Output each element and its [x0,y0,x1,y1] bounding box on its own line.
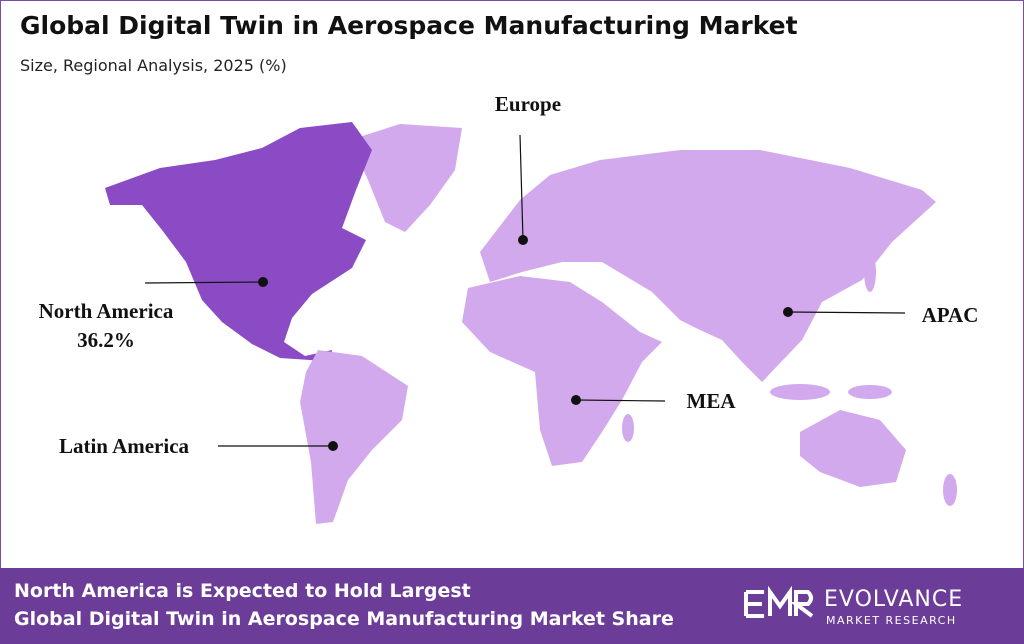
north-america-dot [258,277,268,287]
logo-brand: EVOLVANCE [824,587,963,612]
new-guinea [848,385,892,399]
madagascar [622,414,634,442]
north-america-leader [144,281,264,284]
apac-dot [783,307,793,317]
eurasia [480,150,936,382]
footer-line: Global Digital Twin in Aerospace Manufac… [14,608,674,630]
europe-dot [518,235,528,245]
subtitle: Size, Regional Analysis, 2025 (%) [20,56,287,75]
region-label: MEA [687,389,737,413]
footer-banner [0,568,1024,644]
region-label: APAC [922,303,979,327]
logo-r [790,590,814,618]
indonesia [770,384,830,400]
new-zealand [943,474,957,506]
footer-line: North America is Expected to Hold Larges… [14,580,471,602]
callouts [144,134,906,447]
logo-icon [744,585,814,618]
africa [462,276,662,466]
region-label: Europe [495,92,561,116]
europe-leader [519,134,524,241]
logo-e [744,590,764,618]
mea-dot [571,395,581,405]
latin-america-dot [328,441,338,451]
region-label: Latin America [59,434,190,458]
australia [800,410,906,487]
callout-dots [258,235,793,451]
apac-leader [787,311,906,314]
title: Global Digital Twin in Aerospace Manufac… [20,11,798,40]
japan [864,252,876,292]
north-america [105,122,372,362]
logo-tagline: MARKET RESEARCH [826,614,957,627]
greenland [350,124,462,232]
region-label: North America [39,299,174,323]
south-america [300,350,408,524]
world-map [105,122,957,524]
region-share: 36.2% [77,328,135,352]
logo-m [768,585,792,616]
mea-leader [575,399,666,402]
